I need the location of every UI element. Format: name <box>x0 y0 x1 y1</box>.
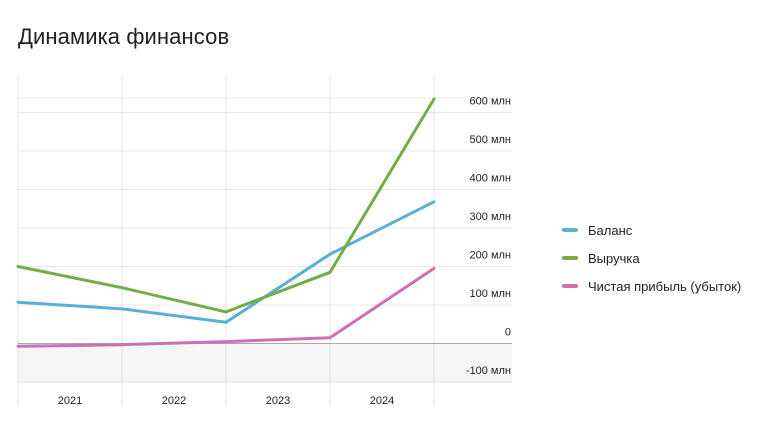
x-tick-label: 2024 <box>370 395 394 407</box>
x-tick-label: 2023 <box>266 395 290 407</box>
y-tick-label: 100 млн <box>470 288 511 300</box>
series-lines <box>16 97 436 348</box>
legend-swatch-revenue <box>562 256 578 260</box>
y-axis-tick-labels: -100 млн 0 100 млн 200 млн 300 млн 400 млн 500… <box>466 96 511 378</box>
legend-label-net-profit: Чистая прибыль (убыток) <box>588 278 742 294</box>
negative-region-band <box>18 343 512 383</box>
vertical-gridlines <box>17 76 435 406</box>
series-line-net-profit <box>16 266 436 348</box>
chart-legend: Баланс Выручка Чистая прибыль (убыток) <box>562 216 741 300</box>
series-line-balance <box>16 200 436 324</box>
y-tick-label: 200 млн <box>470 250 511 262</box>
y-tick-label: 300 млн <box>470 211 511 223</box>
y-tick-label: -100 млн <box>466 365 511 377</box>
legend-item-net-profit[interactable]: Чистая прибыль (убыток) <box>562 272 741 300</box>
x-axis-tick-labels: 2021 2022 2023 2024 <box>58 395 394 407</box>
legend-label-revenue: Выручка <box>588 250 640 266</box>
series-line-revenue <box>16 97 436 314</box>
legend-item-balance[interactable]: Баланс <box>562 216 741 244</box>
y-tick-label: 400 млн <box>470 173 511 185</box>
x-tick-label: 2021 <box>58 395 82 407</box>
legend-item-revenue[interactable]: Выручка <box>562 244 741 272</box>
chart-title: Динамика финансов <box>18 24 230 49</box>
horizontal-gridlines <box>18 97 512 383</box>
y-tick-label: 500 млн <box>470 134 511 146</box>
y-tick-label: 600 млн <box>470 96 511 108</box>
legend-swatch-net-profit <box>562 284 578 288</box>
y-tick-label: 0 <box>505 327 511 339</box>
x-tick-label: 2022 <box>162 395 186 407</box>
legend-swatch-balance <box>562 228 578 232</box>
legend-label-balance: Баланс <box>588 222 633 238</box>
